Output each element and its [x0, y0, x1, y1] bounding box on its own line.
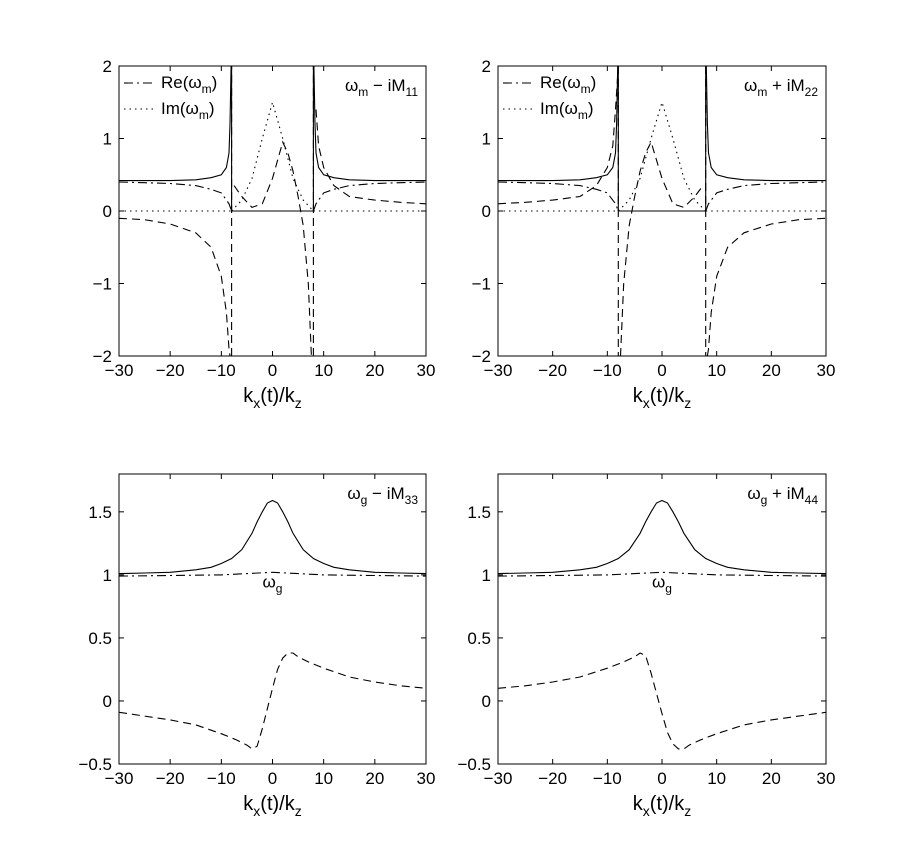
panel-annotation: ωm + iM22: [744, 76, 818, 99]
panel-annotation: ωg − iM33: [347, 484, 418, 507]
curve-label: ωg: [263, 572, 283, 595]
y-tick-label: 2: [482, 57, 491, 76]
chart-panel-4: −30 −20 −10 0 10 20 30 −0.5 0 0.5 1 1.5 kx(t)/kz ωg +…: [457, 473, 836, 819]
x-axis-title: kx(t)/kz: [633, 385, 691, 411]
panel-annotation: ωg + iM44: [747, 484, 818, 507]
x-tick-label: −10: [593, 361, 622, 380]
x-axis-title: kx(t)/kz: [633, 793, 691, 819]
x-tick-label: 10: [314, 361, 333, 380]
x-tick-label: −10: [207, 361, 236, 380]
y-tick-label: 1: [103, 130, 112, 149]
x-tick-label: −20: [156, 361, 185, 380]
x-tick-label: 30: [417, 769, 436, 788]
y-tick-label: −0.5: [457, 755, 491, 774]
series-group: [119, 66, 426, 356]
legend-label: Re(ωm): [161, 73, 217, 96]
x-tick-label: 30: [817, 361, 836, 380]
x-tick-label: −30: [484, 769, 513, 788]
x-tick-label: 20: [365, 361, 384, 380]
x-tick-label: 30: [817, 769, 836, 788]
series-line-dotted: [498, 100, 826, 212]
x-tick-label: 0: [657, 361, 666, 380]
series-group: [119, 499, 426, 750]
x-tick-label: −20: [538, 769, 567, 788]
series-group: [498, 66, 826, 356]
series-line-dashed: [119, 652, 426, 750]
y-tick-label: −2: [93, 347, 112, 366]
y-tick-label: 1: [482, 566, 491, 585]
legend: Re(ωm) Im(ωm): [503, 73, 596, 122]
y-tick-label: 0: [482, 202, 491, 221]
x-tick-label: 10: [314, 769, 333, 788]
series-line-dashdot: [119, 571, 426, 577]
y-tick-label: 0: [482, 692, 491, 711]
axes-frame: [497, 473, 827, 765]
x-axis-title: kx(t)/kz: [243, 793, 301, 819]
legend-label: Re(ωm): [540, 73, 596, 96]
y-tick-label: 0: [103, 692, 112, 711]
y-tick-label: −2: [472, 347, 491, 366]
series-line-dashed: [498, 652, 826, 750]
chart-panel-3: −30 −20 −10 0 10 20 30 −0.5 0 0.5 1 1.5 kx(t)/kz ωg −…: [78, 473, 436, 819]
series-line-solid: [119, 499, 426, 575]
x-tick-label: 20: [365, 769, 384, 788]
x-tick-label: −30: [105, 769, 134, 788]
legend-label: Im(ωm): [161, 99, 215, 122]
x-axis-title: kx(t)/kz: [243, 385, 301, 411]
legend: Re(ωm) Im(ωm): [124, 73, 217, 122]
curve-label: ωg: [652, 572, 672, 595]
x-tick-label: 10: [707, 769, 726, 788]
x-tick-label: 10: [707, 361, 726, 380]
x-tick-label: −20: [538, 361, 567, 380]
axes-frame: [118, 473, 427, 765]
x-tick-label: −10: [207, 769, 236, 788]
y-tick-label: 0.5: [467, 629, 491, 648]
x-tick-label: −20: [156, 769, 185, 788]
y-tick-label: −0.5: [78, 755, 112, 774]
x-tick-label: 0: [268, 361, 277, 380]
series-line-solid: [498, 66, 826, 212]
y-tick-label: −1: [93, 275, 112, 294]
x-tick-label: −10: [593, 769, 622, 788]
x-tick-label: 20: [762, 361, 781, 380]
y-tick-label: 1.5: [467, 503, 491, 522]
series-line-dashdot: [119, 181, 426, 212]
series-line-solid: [498, 499, 826, 575]
y-tick-label: −1: [472, 275, 491, 294]
x-tick-label: 0: [657, 769, 666, 788]
legend-label: Im(ωm): [540, 99, 594, 122]
y-tick-label: 0: [103, 202, 112, 221]
x-tick-label: 30: [417, 361, 436, 380]
panel-annotation: ωm − iM11: [345, 76, 418, 99]
series-group: [498, 499, 826, 750]
series-line-dotted: [119, 100, 426, 212]
x-tick-label: 0: [268, 769, 277, 788]
series-line-dashdot: [498, 571, 826, 577]
series-line-dashdot: [498, 181, 826, 212]
x-tick-label: 20: [762, 769, 781, 788]
x-tick-label: −30: [484, 361, 513, 380]
x-tick-label: −30: [105, 361, 134, 380]
y-tick-label: 1.5: [88, 503, 112, 522]
y-tick-label: 2: [103, 57, 112, 76]
y-tick-label: 1: [103, 566, 112, 585]
y-tick-label: 0.5: [88, 629, 112, 648]
y-tick-label: 1: [482, 130, 491, 149]
